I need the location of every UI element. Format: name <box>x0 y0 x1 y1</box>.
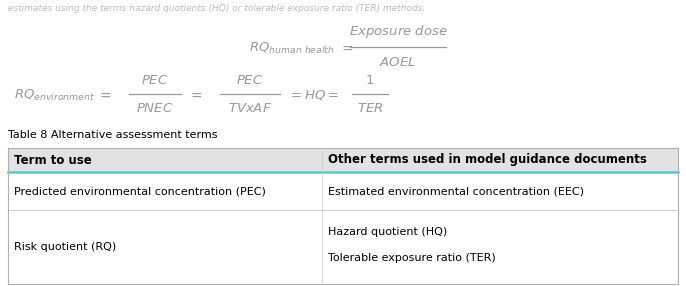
Text: Tolerable exposure ratio (TER): Tolerable exposure ratio (TER) <box>328 253 496 263</box>
Text: $TVxAF$: $TVxAF$ <box>228 102 272 116</box>
Text: $1$: $1$ <box>366 74 375 88</box>
Text: $RQ_{human\ health}$: $RQ_{human\ health}$ <box>249 40 335 55</box>
Text: $TER$: $TER$ <box>357 102 383 116</box>
Text: Risk quotient (RQ): Risk quotient (RQ) <box>14 242 116 252</box>
Text: $PEC$: $PEC$ <box>141 74 169 88</box>
Text: $Exposure\ dose$: $Exposure\ dose$ <box>348 23 447 41</box>
Bar <box>8 148 678 172</box>
Text: Predicted environmental concentration (PEC): Predicted environmental concentration (P… <box>14 186 266 196</box>
Text: $=$: $=$ <box>339 41 354 55</box>
Text: Hazard quotient (HQ): Hazard quotient (HQ) <box>328 227 447 237</box>
Text: $= HQ =$: $= HQ =$ <box>288 88 339 102</box>
Text: $AOEL$: $AOEL$ <box>379 55 416 69</box>
Text: $=$: $=$ <box>188 88 203 102</box>
Text: $=$: $=$ <box>97 88 112 102</box>
Text: Other terms used in model guidance documents: Other terms used in model guidance docum… <box>328 154 647 166</box>
Text: $RQ_{environment}$: $RQ_{environment}$ <box>14 88 95 103</box>
Text: Estimated environmental concentration (EEC): Estimated environmental concentration (E… <box>328 186 584 196</box>
Text: estimates using the terms hazard quotients (HQ) or tolerable exposure ratio (TER: estimates using the terms hazard quotien… <box>8 4 425 13</box>
Text: $PEC$: $PEC$ <box>236 74 264 88</box>
Text: $PNEC$: $PNEC$ <box>137 102 174 116</box>
Text: Table 8 Alternative assessment terms: Table 8 Alternative assessment terms <box>8 130 217 140</box>
Text: Term to use: Term to use <box>14 154 92 166</box>
